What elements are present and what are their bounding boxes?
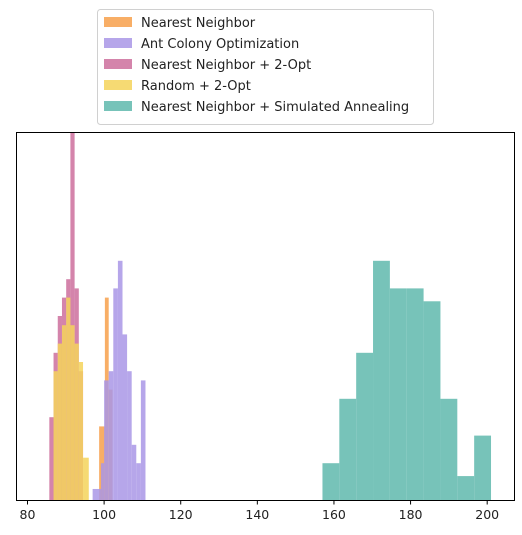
- bar-random-2-opt-0: [53, 371, 58, 500]
- x-tick-label-80: 80: [20, 507, 36, 522]
- bar-nearest-neighbor-simulated-annealing-7: [440, 398, 458, 500]
- legend-label-nearest-neighbor-2-opt: Nearest Neighbor + 2-Opt: [141, 58, 311, 73]
- bar-nearest-neighbor-2-opt-0: [49, 417, 54, 500]
- x-tick-label-160: 160: [322, 507, 346, 522]
- bar-ant-colony-optimization-9: [136, 463, 141, 500]
- legend: Nearest Neighbor Ant Colony Optimization N…: [97, 9, 434, 125]
- bar-random-2-opt-7: [83, 457, 89, 500]
- legend-box: [97, 9, 434, 125]
- bar-nearest-neighbor-simulated-annealing-6: [423, 301, 441, 500]
- bar-nearest-neighbor-simulated-annealing-1: [339, 398, 357, 500]
- x-tick-label-120: 120: [169, 507, 193, 522]
- bar-ant-colony-optimization-5: [117, 260, 123, 500]
- x-tick-label-200: 200: [475, 507, 499, 522]
- bar-nearest-neighbor-simulated-annealing-4: [389, 288, 407, 500]
- bar-random-2-opt-3: [66, 297, 71, 500]
- legend-swatch-nearest-neighbor-simulated-annealing: [104, 101, 132, 111]
- bar-ant-colony-optimization-1: [101, 463, 105, 500]
- bar-nearest-neighbor-2-opt-5: [70, 132, 75, 500]
- x-tick-label-100: 100: [92, 507, 116, 522]
- x-tick-label-180: 180: [399, 507, 423, 522]
- bar-nearest-neighbor-simulated-annealing-9: [474, 435, 492, 500]
- legend-swatch-random-2-opt: [104, 80, 132, 90]
- histogram-bars: [49, 132, 492, 500]
- series-ant-colony-optimization: [92, 260, 146, 500]
- legend-label-nearest-neighbor-simulated-annealing: Nearest Neighbor + Simulated Annealing: [141, 100, 409, 115]
- bar-ant-colony-optimization-0: [92, 488, 102, 500]
- bar-ant-colony-optimization-2: [104, 380, 109, 500]
- bar-ant-colony-optimization-4: [113, 288, 118, 500]
- x-axis: 80 100 120 140 160 180 200: [20, 500, 499, 522]
- legend-swatch-ant-colony-optimization: [104, 38, 132, 48]
- bar-nearest-neighbor-simulated-annealing-8: [457, 476, 475, 500]
- legend-label-nearest-neighbor: Nearest Neighbor: [141, 16, 256, 31]
- bar-random-2-opt-5: [74, 343, 79, 500]
- bar-ant-colony-optimization-7: [127, 371, 132, 500]
- legend-label-random-2-opt: Random + 2-Opt: [141, 79, 251, 94]
- bar-nearest-neighbor-simulated-annealing-5: [406, 288, 424, 500]
- x-tick-label-140: 140: [245, 507, 269, 522]
- legend-swatch-nearest-neighbor-2-opt: [104, 59, 132, 69]
- bar-nearest-neighbor-simulated-annealing-3: [373, 260, 390, 500]
- bar-nearest-neighbor-simulated-annealing-2: [356, 352, 374, 500]
- bar-ant-colony-optimization-6: [122, 334, 128, 500]
- bar-nearest-neighbor-simulated-annealing-0: [322, 463, 340, 500]
- bar-ant-colony-optimization-8: [131, 444, 137, 500]
- bar-ant-colony-optimization-10: [140, 380, 146, 500]
- bar-random-2-opt-6: [78, 362, 84, 500]
- series-nearest-neighbor-simulated-annealing: [322, 260, 492, 500]
- series-random-2-opt: [53, 297, 89, 500]
- bar-random-2-opt-2: [61, 325, 67, 500]
- bar-random-2-opt-1: [57, 343, 62, 500]
- legend-swatch-nearest-neighbor: [104, 17, 132, 27]
- plot-frame: [16, 132, 515, 501]
- legend-label-ant-colony-optimization: Ant Colony Optimization: [141, 37, 299, 52]
- bar-ant-colony-optimization-3: [108, 371, 114, 500]
- bar-random-2-opt-4: [70, 325, 75, 500]
